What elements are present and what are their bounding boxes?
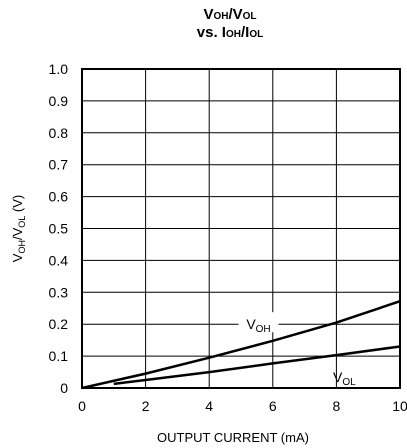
x-tick-label-0: 0 <box>78 398 86 414</box>
y-tick-label-7: 0.7 <box>49 157 69 173</box>
x-tick-label-5: 10 <box>392 398 407 414</box>
y-tick-label-3: 0.3 <box>49 284 69 300</box>
y-tick-label-2: 0.2 <box>49 316 69 332</box>
y-axis-label: VOH/VOL (V) <box>10 195 27 262</box>
y-tick-label-0: 0 <box>60 380 68 396</box>
series-label-bg-voh <box>238 312 279 333</box>
x-tick-label-4: 8 <box>333 398 341 414</box>
x-axis-label: OUTPUT CURRENT (mA) <box>157 430 309 445</box>
plot-frame <box>81 68 401 389</box>
y-tick-label-9: 0.9 <box>49 93 69 109</box>
y-tick-label-4: 0.4 <box>49 252 69 268</box>
y-tick-label-10: 1.0 <box>49 61 69 77</box>
x-tick-label-3: 6 <box>269 398 277 414</box>
x-tick-label-2: 4 <box>205 398 213 414</box>
chart-title-line2: vs. IOH/IOL <box>196 24 264 41</box>
y-tick-label-1: 0.1 <box>49 348 69 364</box>
y-tick-label-5: 0.5 <box>49 221 69 237</box>
series-label-vol: VOL <box>333 369 356 388</box>
series-line-voh <box>81 300 401 390</box>
y-tick-label-6: 0.6 <box>49 189 69 205</box>
series-label-voh: VOH <box>246 316 270 335</box>
series-line-vol <box>113 345 401 386</box>
x-tick-label-1: 2 <box>142 398 150 414</box>
y-tick-label-8: 0.8 <box>49 125 69 141</box>
chart-title-line1: VOH/VOL <box>203 6 257 23</box>
